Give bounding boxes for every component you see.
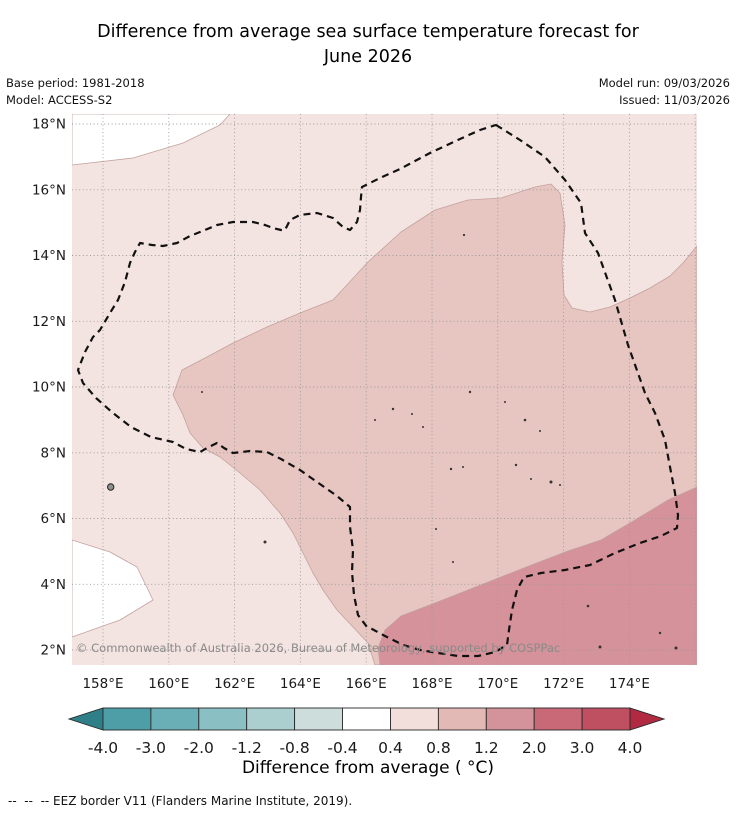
y-tick: 4°N xyxy=(41,577,66,593)
eez-border-line xyxy=(76,123,680,658)
meta-left: Base period: 1981-2018 Model: ACCESS-S2 xyxy=(6,75,145,110)
y-tick: 8°N xyxy=(41,445,66,461)
model-label: Model: ACCESS-S2 xyxy=(6,93,113,108)
colorbar-segment xyxy=(102,707,152,731)
colorbar-tick: 2.0 xyxy=(522,739,547,757)
x-tick: 164°E xyxy=(280,676,321,692)
title-line-1: Difference from average sea surface temp… xyxy=(97,22,639,42)
anomaly-region-southeast-rose xyxy=(377,486,697,665)
colorbar-tick: -0.8 xyxy=(279,739,309,757)
colorbar-tick: 3.0 xyxy=(570,739,595,757)
colorbar-right-extend-arrow xyxy=(629,707,666,731)
x-tick: 174°E xyxy=(609,676,650,692)
colorbar-tick: -2.0 xyxy=(184,739,214,757)
colorbar-tick: 1.2 xyxy=(474,739,499,757)
colorbar-title: Difference from average ( °C) xyxy=(241,758,495,778)
colorbar-tick: -1.2 xyxy=(232,739,262,757)
x-tick: 162°E xyxy=(214,676,255,692)
issued-label: Issued: 11/03/2026 xyxy=(619,93,730,108)
model-run-label: Model run: 09/03/2026 xyxy=(598,76,730,90)
anomaly-region-central-medium xyxy=(172,183,697,665)
colorbar-segment xyxy=(150,707,200,731)
y-tick: 12°N xyxy=(32,314,66,330)
page-title: Difference from average sea surface temp… xyxy=(0,20,736,71)
white-anomaly-region-southwest xyxy=(72,539,154,638)
meta-right: Model run: 09/03/2026 Issued: 11/03/2026 xyxy=(599,75,730,110)
colorbar-segment xyxy=(246,707,296,731)
colorbar-tick: -4.0 xyxy=(88,739,118,757)
colorbar-tick: 0.4 xyxy=(378,739,403,757)
colorbar-segment xyxy=(437,707,487,731)
copyright-text: © Commonwealth of Australia 2026, Bureau… xyxy=(76,641,560,655)
base-period-label: Base period: 1981-2018 xyxy=(6,76,145,90)
eez-border-legend-note: -- -- -- EEZ border V11 (Flanders Marine… xyxy=(8,794,353,808)
y-tick: 2°N xyxy=(41,643,66,659)
map-plot: © Commonwealth of Australia 2026, Bureau… xyxy=(32,114,697,692)
colorbar-segment xyxy=(533,707,583,731)
y-tick: 14°N xyxy=(32,248,66,264)
colorbar-tick: 4.0 xyxy=(618,739,643,757)
x-tick: 170°E xyxy=(477,676,518,692)
colorbar: -4.0 -3.0 -2.0 -1.2 -0.8 -0.4 0.4 0.8 1.… xyxy=(67,707,666,757)
colorbar-segment xyxy=(390,707,439,731)
x-axis-tick-labels: 158°E 160°E 162°E 164°E 166°E 168°E 170°… xyxy=(82,676,649,692)
title-line-2: June 2026 xyxy=(323,47,413,68)
colorbar-tick-labels: -4.0 -3.0 -2.0 -1.2 -0.8 -0.4 0.4 0.8 1.… xyxy=(88,739,642,757)
colorbar-segment xyxy=(198,707,248,731)
y-tick: 6°N xyxy=(41,511,66,527)
colorbar-tick: -3.0 xyxy=(136,739,166,757)
colorbar-left-extend-arrow xyxy=(67,707,104,731)
colorbar-segment xyxy=(294,707,343,731)
white-anomaly-region-northwest xyxy=(72,114,231,166)
island-circle xyxy=(107,483,115,491)
y-tick: 18°N xyxy=(32,117,66,133)
colorbar-segment xyxy=(485,707,535,731)
y-axis-tick-labels: 18°N 16°N 14°N 12°N 10°N 8°N 6°N 4°N 2°N xyxy=(32,117,66,659)
x-tick: 172°E xyxy=(543,676,584,692)
x-tick: 158°E xyxy=(82,676,123,692)
island-marks xyxy=(107,233,678,650)
colorbar-segment xyxy=(581,707,631,731)
x-tick: 166°E xyxy=(346,676,387,692)
y-tick: 16°N xyxy=(32,182,66,198)
x-tick: 160°E xyxy=(148,676,189,692)
colorbar-segment xyxy=(342,707,391,731)
colorbar-tick: -0.4 xyxy=(327,739,357,757)
colorbar-tick: 0.8 xyxy=(426,739,451,757)
y-tick: 10°N xyxy=(32,380,66,396)
x-tick: 168°E xyxy=(411,676,452,692)
